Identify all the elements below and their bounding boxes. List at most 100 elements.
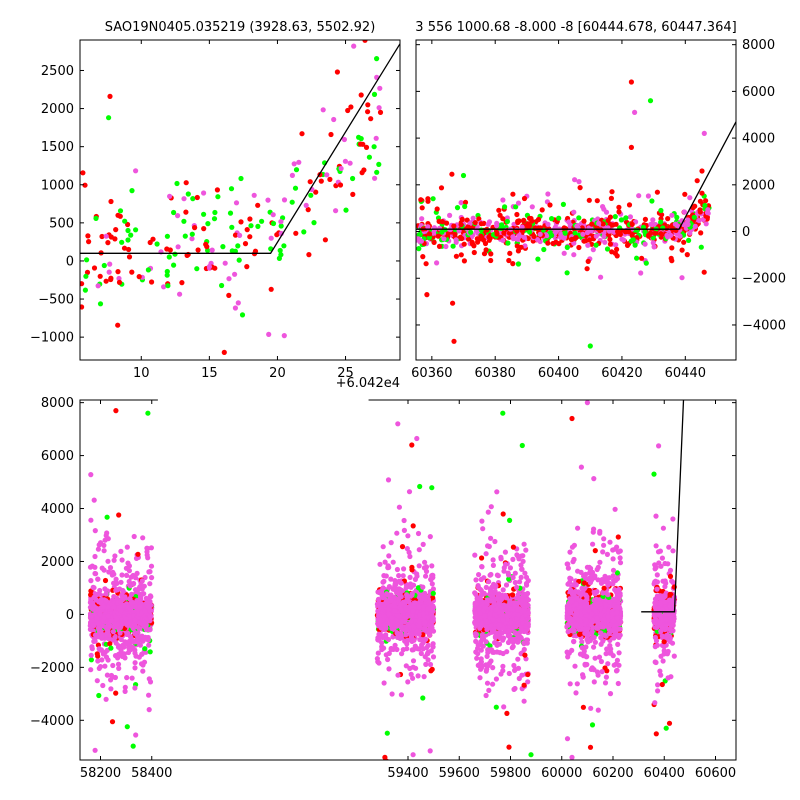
data-point [416, 547, 422, 553]
data-point [124, 544, 130, 550]
data-point [395, 613, 401, 619]
data-point [141, 583, 147, 589]
data-point [479, 555, 485, 561]
data-point [398, 602, 404, 608]
data-point [478, 221, 484, 227]
data-point [148, 614, 154, 620]
data-point [478, 227, 484, 233]
data-point [385, 656, 391, 663]
data-point [488, 571, 494, 578]
data-point [380, 544, 386, 550]
data-point [525, 679, 531, 685]
data-point [111, 557, 117, 563]
data-point [502, 204, 508, 210]
data-point [101, 542, 107, 549]
data-point [119, 557, 125, 563]
data-point [550, 240, 556, 247]
data-point [403, 632, 409, 638]
data-point [475, 662, 481, 669]
data-point [465, 236, 472, 242]
data-point [114, 622, 120, 628]
data-point [521, 195, 528, 202]
data-point [409, 647, 415, 653]
data-point [453, 237, 459, 243]
data-point [697, 198, 704, 204]
data-point [607, 241, 614, 247]
data-point [493, 583, 499, 589]
data-point [416, 246, 422, 252]
data-point [490, 681, 496, 687]
data-point [94, 615, 100, 621]
data-point [384, 591, 390, 597]
data-point [235, 243, 241, 249]
data-point [115, 269, 121, 275]
data-point [476, 572, 482, 578]
data-point [238, 219, 244, 225]
data-point [105, 604, 111, 610]
data-point [584, 229, 591, 236]
data-point [126, 254, 133, 260]
data-point [404, 646, 410, 652]
data-point [116, 279, 123, 285]
data-point [699, 190, 705, 196]
data-point [410, 608, 416, 614]
data-point [351, 43, 357, 49]
data-point [403, 607, 409, 613]
data-point [581, 238, 587, 244]
data-point [405, 637, 411, 644]
data-point [347, 160, 353, 166]
data-point [427, 534, 433, 540]
data-point [500, 511, 506, 517]
data-point [266, 331, 272, 337]
data-point [410, 664, 416, 670]
data-point [103, 654, 110, 660]
data-point [500, 587, 506, 593]
data-point [494, 489, 500, 495]
data-point [104, 626, 110, 633]
data-point [473, 591, 479, 598]
data-point [698, 244, 704, 250]
data-point [584, 266, 590, 272]
data-point [92, 570, 98, 577]
data-point [194, 194, 200, 201]
data-point [613, 221, 619, 227]
data-point [87, 626, 93, 633]
data-point [274, 232, 280, 238]
data-point [97, 664, 104, 670]
data-point [126, 644, 132, 650]
data-point [472, 220, 478, 226]
data-point [291, 161, 297, 167]
data-point [589, 221, 595, 227]
data-point [109, 719, 116, 725]
data-point [425, 651, 431, 657]
data-point [500, 197, 506, 203]
data-point [268, 286, 274, 292]
data-point [398, 692, 404, 698]
data-point [84, 269, 91, 275]
data-point [535, 256, 541, 262]
data-point [307, 179, 313, 185]
axes-frame [79, 39, 401, 361]
data-point [502, 549, 508, 555]
data-point [402, 615, 408, 621]
data-point [389, 691, 395, 697]
data-point [175, 213, 181, 219]
data-point [161, 284, 167, 290]
data-point [281, 197, 288, 203]
data-point [99, 565, 105, 571]
data-point [434, 260, 440, 266]
data-point [473, 577, 479, 583]
data-point [426, 235, 432, 241]
data-point [112, 674, 118, 681]
x-tick-label: 60360 [411, 366, 452, 381]
data-point [576, 244, 582, 251]
data-point [562, 230, 568, 236]
data-point [675, 223, 681, 229]
data-point [126, 246, 132, 253]
data-point [613, 242, 619, 248]
data-point [593, 242, 599, 248]
data-point [382, 559, 388, 565]
data-point [88, 472, 94, 478]
data-point [123, 640, 129, 646]
